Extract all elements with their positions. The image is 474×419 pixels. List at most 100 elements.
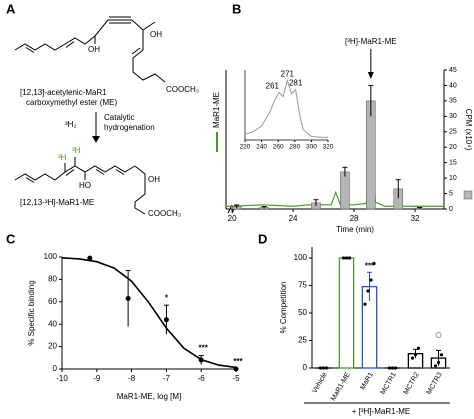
atom-label: OH (88, 45, 100, 54)
data-point (390, 366, 395, 370)
data-point (366, 289, 370, 293)
x-tick-label: Vehicle (311, 371, 328, 394)
y-tick-label: 20 (48, 342, 57, 351)
atom-label: HO (79, 181, 91, 190)
x-tick-label: -6 (198, 374, 206, 383)
x-tick-label: 20 (228, 214, 237, 223)
x-axis-label: + [³H]-MaR1-ME (352, 407, 410, 416)
panel-label: C (6, 231, 16, 246)
inset-tick-label: 320 (323, 144, 334, 151)
bar (340, 171, 350, 210)
data-point (439, 353, 444, 357)
y2-tick-label: 35 (449, 98, 457, 105)
compound-name: [12,13]-acetylenic-MaR1 (20, 88, 107, 97)
bar (338, 257, 355, 369)
atom-label: OH (148, 175, 160, 184)
panel-label: B (232, 1, 241, 16)
x-tick-label: -8 (128, 374, 136, 383)
bond (115, 169, 125, 175)
significance: *** (365, 261, 375, 270)
data-point (324, 366, 329, 370)
inset-tick-label: 240 (256, 144, 267, 151)
bond (95, 169, 105, 175)
y2-tick-label: 25 (449, 129, 457, 136)
bond (25, 177, 35, 183)
x-tick-label: -10 (56, 374, 68, 383)
bar (366, 100, 376, 210)
bond (132, 30, 166, 83)
data-point (436, 360, 441, 365)
outlier (435, 332, 442, 338)
y-tick-label: 100 (44, 252, 58, 261)
atom-label: COOCH₃ (166, 85, 199, 94)
y-axis-label: MaR1-ME (212, 92, 221, 128)
data-point (416, 346, 421, 350)
condition: hydrogenation (104, 123, 155, 132)
y2-tick-label: 15 (449, 160, 457, 167)
y2-tick-label: 20 (449, 144, 457, 151)
atom-label: ³H (72, 146, 81, 155)
x-tick-label: MCTR1 (380, 371, 398, 395)
bond (25, 47, 35, 53)
x-tick-label: MaR1 (359, 371, 374, 391)
bond (131, 47, 141, 55)
data-point (363, 302, 367, 306)
peak-label: 281 (289, 79, 303, 88)
data-point (347, 256, 352, 260)
data-point (125, 295, 131, 301)
x-tick-label: MCTR3 (426, 371, 444, 395)
bond (14, 165, 136, 181)
bond (131, 19, 156, 31)
y-tick-label: 25 (298, 336, 307, 345)
panel-a: A OH OH COOCH₃ [12,13]-acetylenic-MaR1 c… (6, 1, 199, 218)
x-axis-label: MaR1-ME, log [M] (117, 392, 181, 401)
y2-tick-label: 0 (449, 206, 453, 213)
annotation: [³H]-MaR1-ME (345, 37, 397, 46)
peak-label: 271 (281, 70, 295, 79)
data-point (369, 278, 373, 282)
x-tick-label: MCTR2 (403, 371, 421, 395)
significance: * (165, 293, 169, 302)
condition: Catalytic (104, 113, 135, 122)
data-point (372, 261, 376, 266)
panel-label: D (258, 231, 267, 246)
peak-label: 261 (266, 82, 280, 91)
significance: *** (233, 357, 243, 366)
inset-line (244, 78, 328, 138)
data-point (233, 366, 239, 372)
y-tick-label: 80 (48, 275, 57, 284)
x-tick-label: -7 (163, 374, 171, 383)
arrow-head (367, 72, 374, 79)
y2-tick-label: 5 (449, 190, 453, 197)
legend-swatch (463, 190, 473, 200)
data-point (413, 353, 418, 357)
fit-curve (61, 256, 237, 369)
x-axis-label: Time (min) (336, 225, 374, 234)
atom-label: OH (150, 30, 162, 39)
y-axis-label: % Competition (279, 281, 288, 333)
bond (134, 165, 146, 215)
y2-tick-label: 30 (449, 113, 457, 120)
atom-label: ³H (58, 153, 67, 162)
data-point (198, 357, 204, 363)
y2-axis-label: CPM (x10⁴) (464, 109, 473, 151)
inset-tick-label: 260 (273, 144, 284, 151)
data-point (321, 366, 326, 370)
y-tick-label: 50 (298, 308, 307, 317)
y2-tick-label: 45 (449, 67, 457, 74)
x-tick-label: MaR1-ME (330, 371, 352, 402)
line (226, 120, 444, 207)
data-point (433, 364, 438, 368)
arrow-head (92, 136, 100, 143)
y-tick-label: 40 (48, 319, 57, 328)
data-point (341, 256, 346, 260)
inset-tick-label: 220 (240, 144, 251, 151)
inset-tick-label: 300 (306, 144, 317, 151)
y-tick-label: 75 (298, 281, 307, 290)
bond (14, 19, 109, 51)
data-point (318, 366, 323, 370)
x-tick-label: 24 (289, 214, 298, 223)
compound-name: [12,13-³H]-MaR1-ME (20, 198, 94, 207)
compound-name: carboxymethyl ester (ME) (26, 98, 117, 107)
